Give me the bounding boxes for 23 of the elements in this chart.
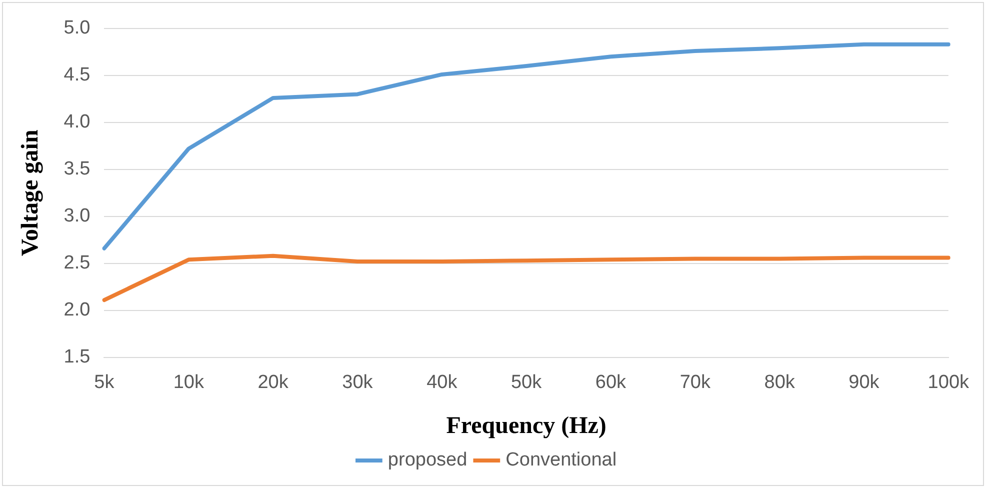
legend-label: proposed	[388, 450, 468, 471]
y-tick-label: 5.0	[64, 18, 90, 39]
y-tick-label: 3.5	[64, 158, 90, 180]
x-axis-title: Frequency (Hz)	[446, 412, 606, 439]
x-tick-label: 60k	[595, 372, 627, 394]
x-tick-label: 10k	[173, 372, 204, 394]
x-tick-label: 50k	[510, 372, 542, 394]
x-tick-label: 100k	[928, 372, 970, 394]
x-tick-label: 30k	[342, 372, 374, 394]
y-tick-label: 2.5	[64, 252, 90, 274]
x-tick-label: 20k	[258, 372, 289, 394]
y-tick-label: 4.0	[64, 112, 90, 133]
y-tick-label: 2.0	[64, 300, 90, 321]
y-tick-label: 4.5	[64, 64, 90, 86]
y-axis-title: Voltage gain	[18, 130, 44, 256]
x-tick-label: 70k	[680, 372, 711, 394]
y-tick-label: 3.0	[64, 206, 90, 227]
x-tick-label: 40k	[426, 372, 458, 394]
legend-label: Conventional	[506, 450, 617, 471]
y-tick-label: 1.5	[64, 346, 90, 368]
x-tick-label: 90k	[848, 372, 880, 394]
x-tick-label: 80k	[764, 372, 796, 394]
x-tick-label: 5k	[94, 372, 115, 394]
